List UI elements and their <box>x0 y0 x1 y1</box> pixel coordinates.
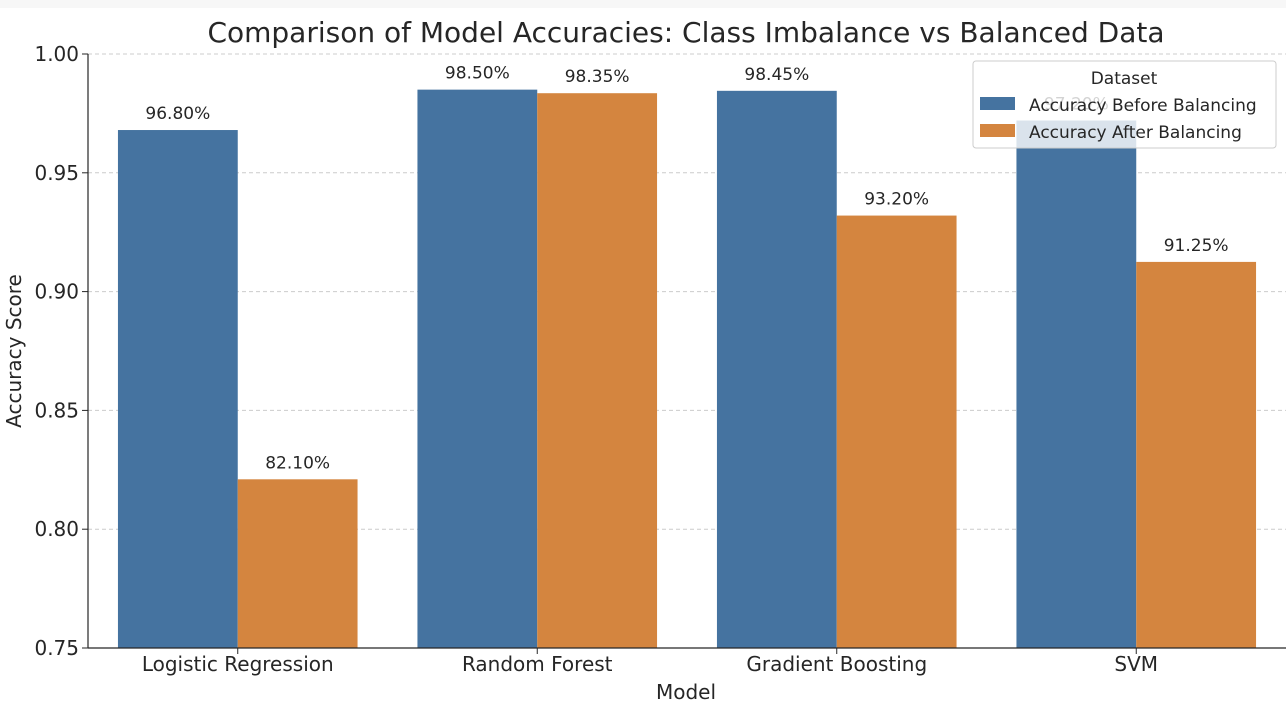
axis-layer: 0.75 0.80 0.85 0.90 0.95 1.00 Logistic Regress… <box>34 42 1286 676</box>
legend: Dataset Accuracy Before Balancing Accura… <box>972 60 1277 149</box>
y-tick-label: 0.90 <box>34 280 79 304</box>
bar-before-1 <box>417 89 538 648</box>
x-axis-label: Model <box>656 680 716 704</box>
x-tick-label: Gradient Boosting <box>746 652 927 676</box>
bar-value-label: 91.25% <box>1164 236 1229 256</box>
legend-title: Dataset <box>1091 69 1158 89</box>
bar-after-3 <box>1136 261 1257 648</box>
bar-value-label: 96.80% <box>145 104 210 124</box>
y-tick-label: 0.85 <box>34 398 79 422</box>
bar-value-label: 98.45% <box>744 65 809 85</box>
bar-before-3 <box>1016 120 1137 648</box>
y-tick-label: 0.75 <box>34 636 79 660</box>
bar-before-2 <box>716 90 837 648</box>
bar-value-label: 82.10% <box>265 453 330 473</box>
legend-label-before: Accuracy Before Balancing <box>1029 96 1257 116</box>
legend-box <box>972 60 1277 149</box>
legend-swatch-after <box>980 124 1015 137</box>
bar-layer <box>117 89 1257 649</box>
bar-before-0 <box>117 130 238 649</box>
bar-after-2 <box>836 215 957 648</box>
x-tick-label: Random Forest <box>462 652 613 676</box>
bar-value-label: 93.20% <box>864 190 929 210</box>
bar-after-0 <box>237 479 358 648</box>
bar-after-1 <box>537 93 658 649</box>
y-tick-label: 0.95 <box>34 161 79 185</box>
x-tick-label: SVM <box>1114 652 1158 676</box>
legend-swatch-before <box>980 97 1015 110</box>
chart-title: Comparison of Model Accuracies: Class Im… <box>207 16 1164 49</box>
top-strip <box>0 0 1286 8</box>
bar-value-label: 98.50% <box>445 64 510 84</box>
y-axis-label: Accuracy Score <box>2 274 26 428</box>
y-tick-label: 0.80 <box>34 517 79 541</box>
bar-value-label: 98.35% <box>565 67 630 87</box>
y-tick-label: 1.00 <box>34 42 79 66</box>
x-tick-label: Logistic Regression <box>142 652 334 676</box>
legend-label-after: Accuracy After Balancing <box>1029 123 1242 143</box>
